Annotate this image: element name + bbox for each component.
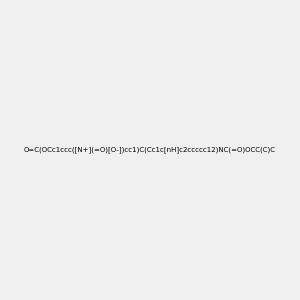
Text: O=C(OCc1ccc([N+](=O)[O-])cc1)C(Cc1c[nH]c2ccccc12)NC(=O)OCC(C)C: O=C(OCc1ccc([N+](=O)[O-])cc1)C(Cc1c[nH]c… (24, 147, 276, 153)
